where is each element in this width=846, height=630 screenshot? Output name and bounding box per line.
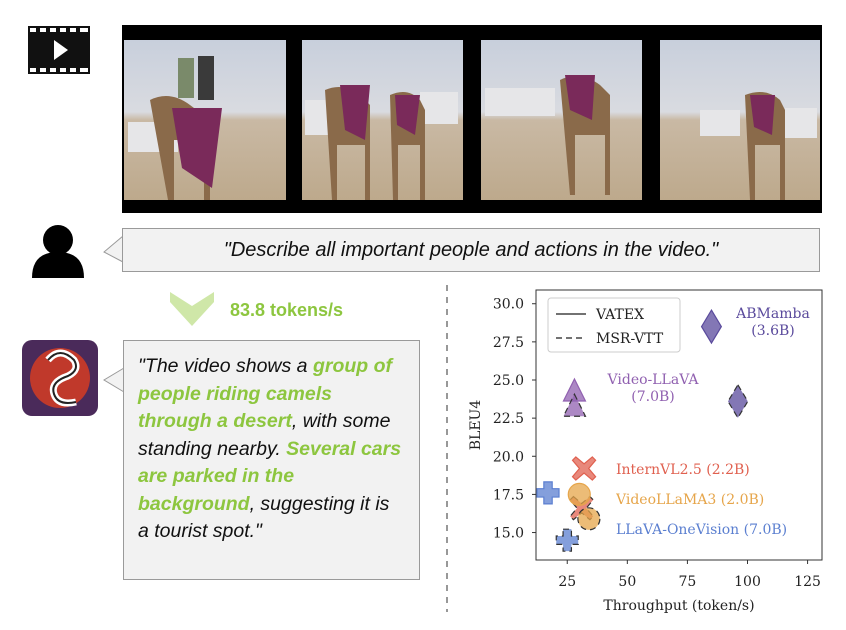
data-point [555, 528, 579, 552]
data-point [700, 308, 723, 345]
series-label-box: VideoLLaMA3 (2.0B) [616, 492, 765, 508]
data-point [562, 392, 587, 417]
series-label-box: LLaVA-OneVision (7.0B) [616, 522, 788, 538]
video-frames [124, 40, 820, 200]
x-tick-label: 25 [558, 574, 576, 590]
series-label: VideoLLaMA3 (2.0B) [616, 492, 765, 508]
series-label: Video-LLaVA (7.0B) [607, 372, 699, 405]
series-label-box: Video-LLaVA (7.0B) [607, 372, 699, 405]
data-point [571, 456, 597, 481]
y-axis-label: BLEU4 [468, 400, 484, 451]
data-point [577, 507, 601, 531]
speed-label: 83.8 tokens/s [230, 300, 344, 320]
series-label-box: InternVL2.5 (2.2B) [616, 462, 750, 478]
y-tick-label: 30.0 [493, 297, 524, 313]
bubble-tail [103, 235, 124, 263]
highlight-text: group of people riding camels through a … [138, 355, 392, 432]
prompt: "Describe all important people and actio… [122, 228, 820, 272]
y-tick-label: 27.5 [493, 335, 524, 351]
data-point [567, 482, 591, 507]
x-tick-label: 125 [794, 574, 821, 590]
data-point [727, 383, 749, 420]
y-tick-label: 15.0 [493, 526, 524, 542]
response-text: "The video shows a [138, 355, 313, 377]
data-point [536, 481, 560, 505]
x-tick-label: 100 [734, 574, 761, 590]
x-tick-label: 75 [678, 574, 696, 590]
y-tick-label: 25.0 [493, 373, 524, 389]
video-icon [28, 26, 90, 74]
bubble-tail [103, 367, 125, 393]
user-icon [32, 225, 84, 278]
y-tick-label: 20.0 [493, 449, 524, 465]
series-label: InternVL2.5 (2.2B) [616, 462, 750, 478]
plot-frame [535, 289, 823, 561]
model-icon [22, 340, 98, 416]
series-label-box: ABMamba (3.6B) [736, 306, 810, 339]
response-text: , suggesting it is a tourist spot." [138, 492, 390, 543]
legend-label: VATEX [595, 307, 644, 323]
speed-arrow [170, 292, 214, 326]
y-tick-label: 22.5 [493, 411, 524, 427]
legend-label: MSR-VTT [596, 331, 664, 347]
response-text: , with some standing nearby. [138, 410, 391, 460]
series-label: ABMamba (3.6B) [736, 306, 810, 339]
response: "The video shows a group of people ridin… [123, 340, 420, 580]
series-label: LLaVA-OneVision (7.0B) [616, 522, 788, 538]
x-tick-label: 50 [618, 574, 636, 590]
y-tick-label: 17.5 [493, 487, 524, 503]
x-axis-label: Throughput (token/s) [603, 598, 754, 614]
highlight-text: Several cars are parked in the backgroun… [138, 437, 402, 515]
